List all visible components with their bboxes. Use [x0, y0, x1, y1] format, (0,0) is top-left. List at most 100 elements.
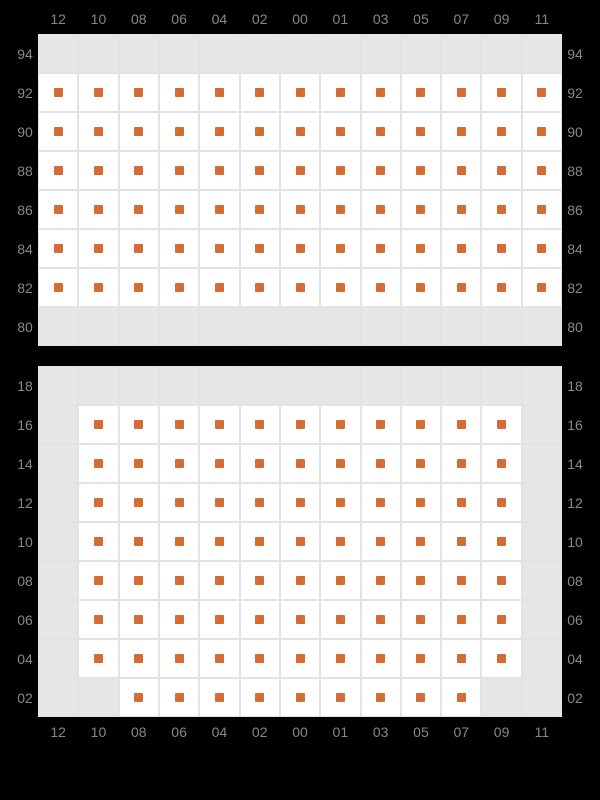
seat-cell[interactable] — [199, 268, 239, 307]
seat-cell[interactable] — [441, 268, 481, 307]
seat-cell[interactable] — [199, 600, 239, 639]
seat-cell[interactable] — [401, 268, 441, 307]
seat-cell[interactable] — [240, 600, 280, 639]
seat-cell[interactable] — [361, 112, 401, 151]
seat-cell[interactable] — [320, 73, 360, 112]
seat-cell[interactable] — [78, 405, 118, 444]
seat-cell[interactable] — [199, 639, 239, 678]
seat-cell[interactable] — [481, 483, 521, 522]
seat-cell[interactable] — [320, 405, 360, 444]
seat-cell[interactable] — [119, 444, 159, 483]
seat-cell[interactable] — [401, 73, 441, 112]
seat-cell[interactable] — [280, 190, 320, 229]
seat-cell[interactable] — [401, 444, 441, 483]
seat-cell[interactable] — [361, 151, 401, 190]
seat-cell[interactable] — [280, 444, 320, 483]
seat-cell[interactable] — [320, 444, 360, 483]
seat-cell[interactable] — [280, 639, 320, 678]
seat-cell[interactable] — [159, 639, 199, 678]
seat-cell[interactable] — [159, 151, 199, 190]
seat-cell[interactable] — [481, 522, 521, 561]
seat-cell[interactable] — [280, 600, 320, 639]
seat-cell[interactable] — [401, 483, 441, 522]
seat-cell[interactable] — [481, 112, 521, 151]
seat-cell[interactable] — [199, 112, 239, 151]
seat-cell[interactable] — [38, 73, 78, 112]
seat-cell[interactable] — [119, 405, 159, 444]
seat-cell[interactable] — [78, 73, 118, 112]
seat-cell[interactable] — [441, 229, 481, 268]
seat-cell[interactable] — [320, 190, 360, 229]
seat-cell[interactable] — [320, 151, 360, 190]
seat-cell[interactable] — [159, 483, 199, 522]
seat-cell[interactable] — [401, 561, 441, 600]
seat-cell[interactable] — [159, 190, 199, 229]
seat-cell[interactable] — [119, 561, 159, 600]
seat-cell[interactable] — [401, 405, 441, 444]
seat-cell[interactable] — [522, 268, 562, 307]
seat-cell[interactable] — [280, 522, 320, 561]
seat-cell[interactable] — [159, 522, 199, 561]
seat-cell[interactable] — [159, 73, 199, 112]
seat-cell[interactable] — [361, 73, 401, 112]
seat-cell[interactable] — [481, 229, 521, 268]
seat-cell[interactable] — [78, 522, 118, 561]
seat-cell[interactable] — [240, 678, 280, 717]
seat-cell[interactable] — [240, 405, 280, 444]
seat-cell[interactable] — [240, 73, 280, 112]
seat-cell[interactable] — [159, 678, 199, 717]
seat-cell[interactable] — [159, 561, 199, 600]
seat-cell[interactable] — [522, 229, 562, 268]
seat-cell[interactable] — [199, 190, 239, 229]
seat-cell[interactable] — [199, 444, 239, 483]
seat-cell[interactable] — [240, 151, 280, 190]
seat-cell[interactable] — [240, 639, 280, 678]
seat-cell[interactable] — [38, 151, 78, 190]
seat-cell[interactable] — [441, 405, 481, 444]
seat-cell[interactable] — [78, 268, 118, 307]
seat-cell[interactable] — [320, 561, 360, 600]
seat-cell[interactable] — [522, 112, 562, 151]
seat-cell[interactable] — [441, 600, 481, 639]
seat-cell[interactable] — [78, 600, 118, 639]
seat-cell[interactable] — [119, 600, 159, 639]
seat-cell[interactable] — [199, 678, 239, 717]
seat-cell[interactable] — [78, 483, 118, 522]
seat-cell[interactable] — [522, 151, 562, 190]
seat-cell[interactable] — [481, 268, 521, 307]
seat-cell[interactable] — [401, 190, 441, 229]
seat-cell[interactable] — [401, 600, 441, 639]
seat-cell[interactable] — [159, 600, 199, 639]
seat-cell[interactable] — [78, 639, 118, 678]
seat-cell[interactable] — [320, 112, 360, 151]
seat-cell[interactable] — [199, 483, 239, 522]
seat-cell[interactable] — [280, 561, 320, 600]
seat-cell[interactable] — [481, 639, 521, 678]
seat-cell[interactable] — [280, 112, 320, 151]
seat-cell[interactable] — [119, 112, 159, 151]
seat-cell[interactable] — [361, 405, 401, 444]
seat-cell[interactable] — [38, 229, 78, 268]
seat-cell[interactable] — [361, 600, 401, 639]
seat-cell[interactable] — [320, 268, 360, 307]
seat-cell[interactable] — [119, 639, 159, 678]
seat-cell[interactable] — [441, 522, 481, 561]
seat-cell[interactable] — [481, 561, 521, 600]
seat-cell[interactable] — [441, 190, 481, 229]
seat-cell[interactable] — [159, 444, 199, 483]
seat-cell[interactable] — [361, 561, 401, 600]
seat-cell[interactable] — [280, 151, 320, 190]
seat-cell[interactable] — [320, 483, 360, 522]
seat-cell[interactable] — [441, 112, 481, 151]
seat-cell[interactable] — [361, 522, 401, 561]
seat-cell[interactable] — [159, 268, 199, 307]
seat-cell[interactable] — [199, 405, 239, 444]
seat-cell[interactable] — [320, 600, 360, 639]
seat-cell[interactable] — [119, 229, 159, 268]
seat-cell[interactable] — [481, 151, 521, 190]
seat-cell[interactable] — [280, 678, 320, 717]
seat-cell[interactable] — [240, 112, 280, 151]
seat-cell[interactable] — [481, 444, 521, 483]
seat-cell[interactable] — [320, 522, 360, 561]
seat-cell[interactable] — [361, 190, 401, 229]
